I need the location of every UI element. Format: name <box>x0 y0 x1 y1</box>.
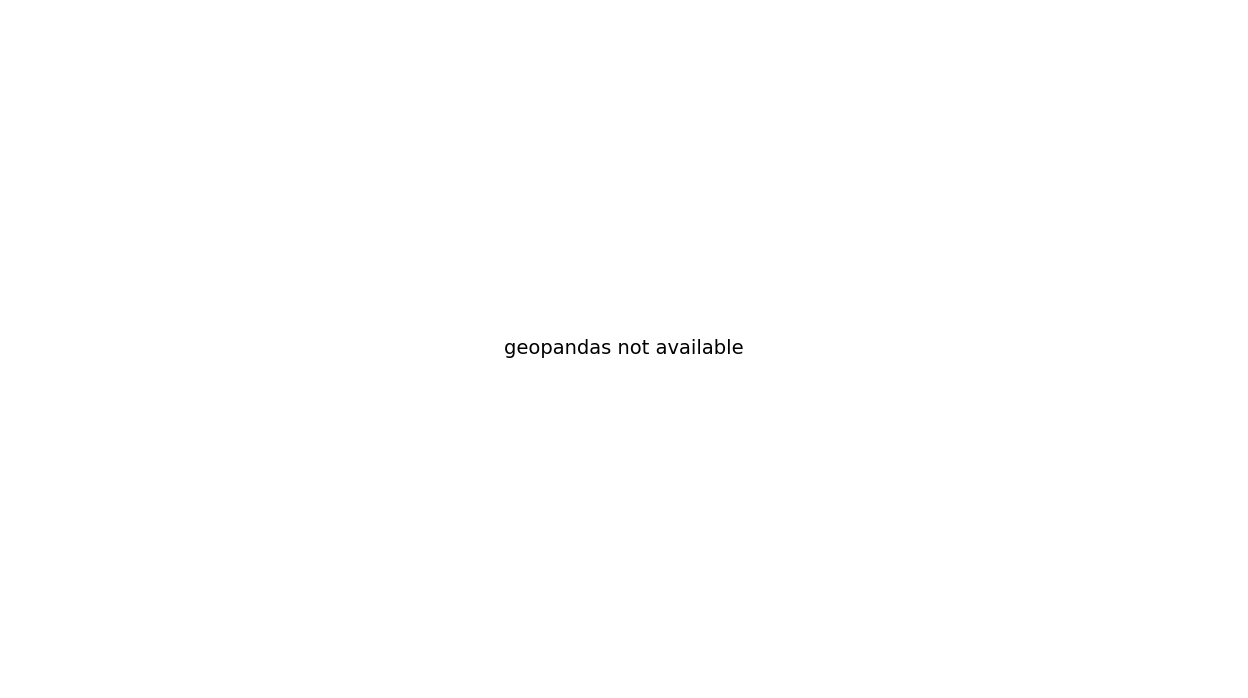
Text: geopandas not available: geopandas not available <box>504 339 744 359</box>
